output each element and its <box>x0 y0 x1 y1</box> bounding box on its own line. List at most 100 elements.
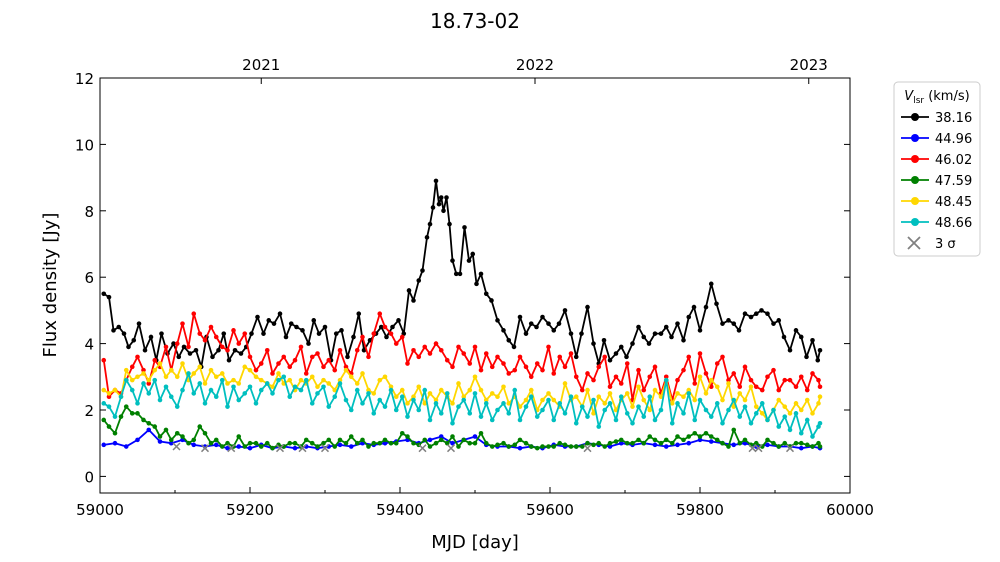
data-point <box>708 439 714 444</box>
plot-series <box>101 178 823 453</box>
data-point <box>591 397 596 403</box>
data-point <box>168 394 174 400</box>
data-point <box>287 440 293 446</box>
data-point <box>591 411 596 416</box>
series-48.66 <box>101 371 823 439</box>
data-point <box>765 437 770 443</box>
data-point <box>765 417 770 423</box>
data-point <box>242 391 248 396</box>
data-point <box>343 397 349 403</box>
data-point <box>686 440 692 446</box>
data-point <box>546 321 551 326</box>
data-point <box>427 444 433 449</box>
data-point <box>216 347 221 353</box>
legend-label: 44.96 <box>935 132 972 147</box>
data-point <box>191 371 197 376</box>
data-point <box>337 437 343 443</box>
data-point <box>427 221 433 227</box>
data-point <box>483 397 489 403</box>
data-point <box>534 324 539 330</box>
data-point <box>433 397 439 403</box>
data-point <box>663 377 669 383</box>
data-point <box>444 195 449 200</box>
x-tick-label: 59000 <box>76 501 124 519</box>
data-point <box>647 407 653 413</box>
x-tick-label: 59400 <box>376 501 424 519</box>
data-point <box>607 384 613 390</box>
data-point <box>253 440 259 446</box>
x-tick-label: 60000 <box>826 501 874 519</box>
data-point <box>405 361 410 366</box>
threshold-marker <box>446 444 456 453</box>
data-point <box>322 324 328 330</box>
data-point <box>579 387 585 393</box>
data-point <box>483 401 489 406</box>
data-point <box>697 374 703 380</box>
data-point <box>759 401 765 406</box>
data-point <box>377 377 383 383</box>
data-point <box>461 397 467 403</box>
data-point <box>303 437 309 443</box>
data-point <box>321 440 326 446</box>
data-point <box>411 397 416 403</box>
data-point <box>478 367 484 373</box>
data-point <box>106 391 112 396</box>
data-point <box>219 444 225 449</box>
data-point <box>573 420 579 426</box>
threshold-marker <box>754 444 763 453</box>
threshold-marker <box>583 444 592 453</box>
legend-title-unit: (km/s) <box>924 89 970 104</box>
data-point <box>249 331 254 336</box>
data-point <box>399 334 405 340</box>
data-point <box>681 437 686 443</box>
data-point <box>573 444 579 449</box>
data-point <box>607 440 613 446</box>
data-point <box>343 440 349 446</box>
data-point <box>406 288 412 293</box>
data-point <box>495 354 500 360</box>
data-point <box>646 341 652 346</box>
data-point <box>270 371 275 376</box>
data-point <box>675 401 680 406</box>
data-point <box>135 411 140 416</box>
data-point <box>467 361 473 366</box>
data-point <box>602 401 608 406</box>
data-point <box>315 384 320 390</box>
data-point <box>247 367 253 373</box>
threshold-marker <box>418 444 427 453</box>
data-point <box>641 440 647 446</box>
data-point <box>123 404 129 409</box>
data-point <box>106 294 112 300</box>
data-point <box>748 377 754 383</box>
data-point <box>742 404 748 409</box>
data-point <box>624 411 630 416</box>
data-point <box>311 318 317 323</box>
data-point <box>444 357 450 363</box>
data-point <box>225 381 230 386</box>
data-point <box>337 377 343 383</box>
data-point <box>658 394 664 400</box>
data-point <box>146 377 152 383</box>
legend-title-symbol: V <box>904 89 914 104</box>
data-point <box>489 298 494 303</box>
data-point <box>804 354 809 360</box>
data-point <box>270 384 275 390</box>
data-point <box>817 384 823 390</box>
data-point <box>255 314 260 320</box>
data-point <box>787 427 793 433</box>
data-point <box>388 331 394 336</box>
data-point <box>630 404 635 409</box>
data-point <box>411 298 416 303</box>
y-tick-label: 8 <box>84 203 94 221</box>
data-point <box>157 439 163 444</box>
data-point <box>219 371 225 376</box>
data-point <box>568 351 574 356</box>
data-point <box>157 397 163 403</box>
data-point <box>101 291 107 297</box>
data-point <box>292 445 298 451</box>
data-point <box>186 440 191 446</box>
data-point <box>253 374 259 380</box>
data-point <box>489 444 495 449</box>
data-point <box>579 404 585 409</box>
